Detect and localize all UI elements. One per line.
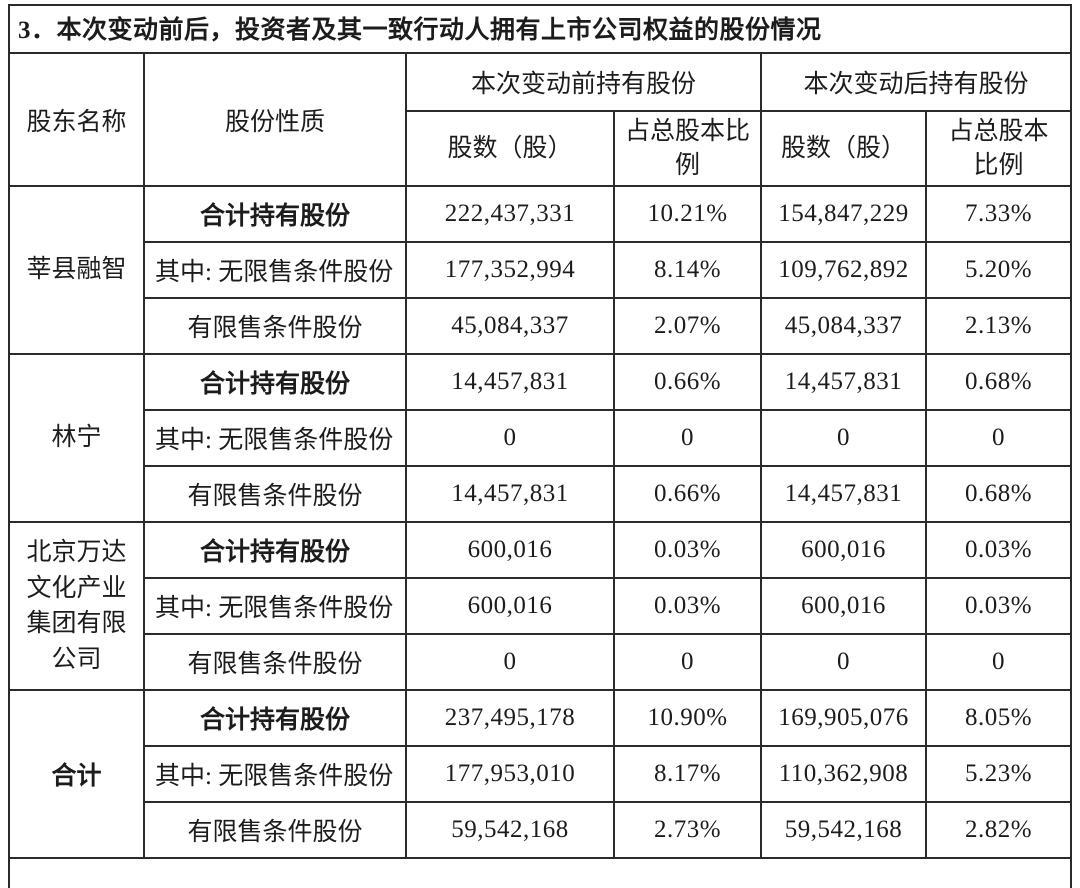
cell-after-ratio: 2.13% <box>924 297 1073 355</box>
table-row: 其中: 无限售条件股份 600,016 0.03% 600,016 0.03% <box>9 577 1073 635</box>
cell-before-shares: 177,352,994 <box>405 241 615 299</box>
table-row: 北京万达 文化产业 集团有限 公司 合计持有股份 600,016 0.03% 6… <box>8 521 1073 691</box>
row-label-total: 合计持有股份 <box>143 185 407 243</box>
cell-before-ratio: 0 <box>613 409 762 467</box>
table-row: 其中: 无限售条件股份 177,953,010 8.17% 110,362,90… <box>9 745 1073 803</box>
header-shares-before: 股数（股） <box>405 110 615 187</box>
row-label-restricted: 有限售条件股份 <box>143 297 407 355</box>
cell-before-shares: 600,016 <box>405 577 615 635</box>
header-shareholder-name: 股东名称 <box>8 52 145 187</box>
table-row: 有限售条件股份 0 0 0 0 <box>9 633 1073 691</box>
cell-before-ratio: 10.90% <box>613 689 762 747</box>
cell-before-shares: 237,495,178 <box>405 689 615 747</box>
table-row: 有限售条件股份 45,084,337 2.07% 45,084,337 2.13… <box>9 297 1073 355</box>
cell-before-ratio: 2.73% <box>613 801 762 859</box>
cell-after-shares: 109,762,892 <box>760 241 927 299</box>
cell-after-shares: 600,016 <box>760 521 927 579</box>
cell-after-ratio: 0 <box>924 409 1073 467</box>
cell-after-shares: 154,847,229 <box>760 185 927 243</box>
cell-after-shares: 59,542,168 <box>760 801 927 859</box>
header-after-change-group: 本次变动后持有股份 <box>759 52 1073 112</box>
section-title: 3．本次变动前后，投资者及其一致行动人拥有上市公司权益的股份情况 <box>7 4 1073 54</box>
table-row: 其中: 无限售条件股份 177,352,994 8.14% 109,762,89… <box>9 241 1073 299</box>
cell-after-ratio: 0 <box>924 633 1073 691</box>
cell-after-shares: 600,016 <box>760 577 927 635</box>
table-row: 有限售条件股份 59,542,168 2.73% 59,542,168 2.82… <box>9 801 1073 859</box>
row-label-unrestricted: 其中: 无限售条件股份 <box>143 241 407 299</box>
row-label-restricted: 有限售条件股份 <box>143 465 407 523</box>
cell-after-shares: 14,457,831 <box>760 353 927 411</box>
cell-after-ratio: 7.33% <box>924 185 1073 243</box>
header-before-change-group: 本次变动前持有股份 <box>405 52 762 112</box>
table-row: 莘县融智 合计持有股份 222,437,331 10.21% 154,847,2… <box>8 185 1073 355</box>
cell-after-ratio: 5.23% <box>924 745 1073 803</box>
cell-before-ratio: 8.17% <box>613 745 762 803</box>
cell-after-shares: 14,457,831 <box>760 465 927 523</box>
row-label-total: 合计持有股份 <box>143 521 407 579</box>
row-label-unrestricted: 其中: 无限售条件股份 <box>143 745 407 803</box>
cell-before-ratio: 0.66% <box>613 353 762 411</box>
cell-after-shares: 0 <box>760 409 927 467</box>
row-label-restricted: 有限售条件股份 <box>143 633 407 691</box>
cell-after-shares: 110,362,908 <box>760 745 927 803</box>
cell-before-ratio: 0.66% <box>613 465 762 523</box>
cell-before-shares: 14,457,831 <box>405 465 615 523</box>
cell-after-shares: 45,084,337 <box>760 297 927 355</box>
header-shares-after: 股数（股） <box>760 110 927 187</box>
cell-before-ratio: 0.03% <box>613 577 762 635</box>
table-row: 其中: 无限售条件股份 0 0 0 0 <box>9 409 1073 467</box>
cell-after-shares: 169,905,076 <box>760 689 927 747</box>
shareholder-name: 林宁 <box>8 353 145 523</box>
shareholder-name: 北京万达 文化产业 集团有限 公司 <box>8 521 145 691</box>
row-label-unrestricted: 其中: 无限售条件股份 <box>143 409 407 467</box>
table-row: 有限售条件股份 14,457,831 0.66% 14,457,831 0.68… <box>9 465 1073 523</box>
row-label-total: 合计持有股份 <box>143 353 407 411</box>
cell-after-ratio: 8.05% <box>924 689 1073 747</box>
cell-before-shares: 59,542,168 <box>405 801 615 859</box>
cell-before-ratio: 8.14% <box>613 241 762 299</box>
cell-before-shares: 222,437,331 <box>405 185 615 243</box>
cell-after-ratio: 0.03% <box>924 577 1073 635</box>
shareholder-name: 莘县融智 <box>8 185 145 355</box>
shareholding-table: 3．本次变动前后，投资者及其一致行动人拥有上市公司权益的股份情况 股东名称 股份… <box>7 4 1073 888</box>
row-label-unrestricted: 其中: 无限售条件股份 <box>143 577 407 635</box>
cell-after-ratio: 5.20% <box>924 241 1073 299</box>
cell-before-ratio: 0 <box>613 633 762 691</box>
header-ratio-before: 占总股本比 例 <box>613 110 762 187</box>
header-share-nature: 股份性质 <box>143 52 407 187</box>
cell-after-ratio: 0.68% <box>924 465 1073 523</box>
cell-before-shares: 0 <box>405 633 615 691</box>
cell-before-shares: 45,084,337 <box>405 297 615 355</box>
shareholder-name-total: 合计 <box>8 689 145 859</box>
table-row: 林宁 合计持有股份 14,457,831 0.66% 14,457,831 0.… <box>8 353 1073 523</box>
cell-after-ratio: 0.03% <box>924 521 1073 579</box>
cell-after-ratio: 0.68% <box>924 353 1073 411</box>
row-label-restricted: 有限售条件股份 <box>143 801 407 859</box>
cell-before-ratio: 10.21% <box>613 185 762 243</box>
cell-after-ratio: 2.82% <box>924 801 1073 859</box>
cell-before-shares: 177,953,010 <box>405 745 615 803</box>
cell-after-shares: 0 <box>760 633 927 691</box>
table-row: 合计 合计持有股份 237,495,178 10.90% 169,905,076… <box>8 689 1073 859</box>
cell-before-ratio: 2.07% <box>613 297 762 355</box>
cell-before-shares: 0 <box>405 409 615 467</box>
cell-before-ratio: 0.03% <box>613 521 762 579</box>
cell-before-shares: 600,016 <box>405 521 615 579</box>
header-ratio-after: 占总股本 比例 <box>924 110 1073 187</box>
cell-before-shares: 14,457,831 <box>405 353 615 411</box>
row-label-total: 合计持有股份 <box>143 689 407 747</box>
disclosure-document: 3．本次变动前后，投资者及其一致行动人拥有上市公司权益的股份情况 股东名称 股份… <box>7 4 1073 888</box>
